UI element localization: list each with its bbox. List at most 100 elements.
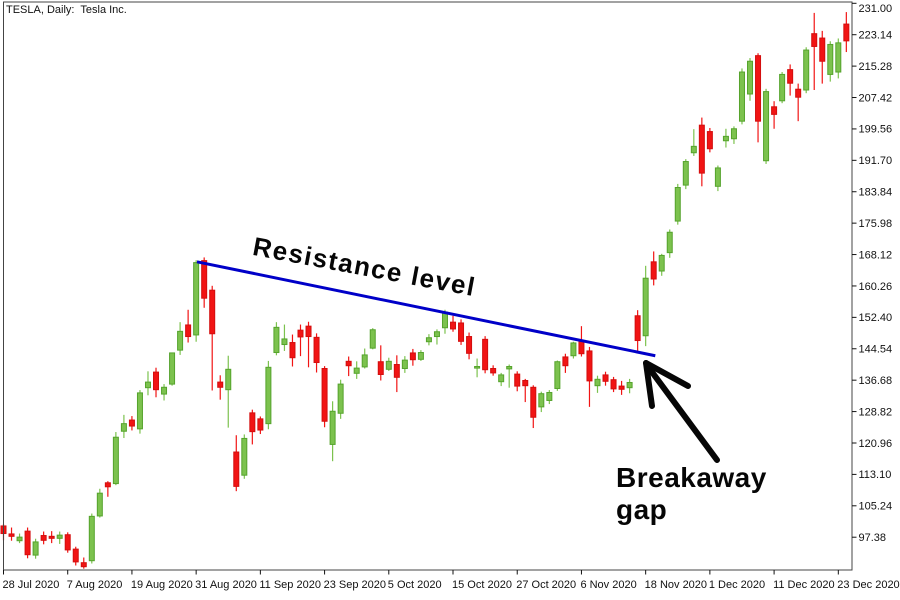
candle xyxy=(554,360,561,391)
candle-body xyxy=(393,364,400,378)
candle-body xyxy=(433,331,440,338)
candle xyxy=(514,371,521,392)
candle-body xyxy=(843,23,850,42)
candle xyxy=(803,47,810,94)
candle xyxy=(787,64,794,96)
candle-body xyxy=(626,381,633,389)
candle-body xyxy=(771,106,778,115)
candle-body xyxy=(835,42,842,73)
candle-body xyxy=(409,352,416,361)
candle-body xyxy=(329,410,336,445)
candle-body xyxy=(56,534,63,539)
candle-body xyxy=(128,419,135,427)
candle-body xyxy=(417,352,424,360)
candle xyxy=(498,372,505,387)
arrow-shaft xyxy=(646,365,720,463)
y-axis-label: 113.10 xyxy=(859,469,892,481)
candle xyxy=(88,513,95,564)
candle-body xyxy=(514,373,521,387)
breakaway-gap-line2: gap xyxy=(616,494,668,526)
candle-body xyxy=(217,381,224,388)
candle xyxy=(96,488,103,518)
candle-body xyxy=(257,418,264,431)
y-axis-label: 105.24 xyxy=(859,501,893,513)
candle xyxy=(313,333,320,373)
candle xyxy=(48,531,55,544)
candle xyxy=(490,365,497,376)
candle-body xyxy=(185,324,192,338)
candle xyxy=(369,328,376,350)
candle-body xyxy=(763,91,770,162)
candle-body xyxy=(458,322,465,342)
x-axis-label: 11 Dec 2020 xyxy=(773,579,835,591)
candle xyxy=(185,309,192,343)
candle xyxy=(779,72,786,104)
candle-body xyxy=(482,338,489,371)
candle-body xyxy=(610,379,617,390)
candle-body xyxy=(747,60,754,95)
y-axis-label: 128.82 xyxy=(859,406,893,418)
candle-body xyxy=(88,515,95,562)
candle-body xyxy=(249,412,256,433)
x-axis-label: 7 Aug 2020 xyxy=(67,579,123,591)
candle-body xyxy=(353,367,360,374)
candle-body xyxy=(273,326,280,354)
candle-body xyxy=(811,33,818,47)
y-axis: 231.00 223.14 215.28 207.42 199.56 191.70 183.… xyxy=(852,2,893,544)
candle-body xyxy=(714,167,721,187)
candle xyxy=(506,364,513,388)
candle-body xyxy=(233,451,240,487)
candle xyxy=(682,159,689,190)
candle xyxy=(72,546,79,566)
candle xyxy=(80,557,87,569)
candle-body xyxy=(112,436,119,485)
candle-body xyxy=(522,379,529,387)
candle xyxy=(747,58,754,101)
candle xyxy=(763,88,770,164)
candle xyxy=(281,324,288,351)
breakaway-gap-annotation[interactable]: Breakaway gap xyxy=(616,462,767,527)
candle-body xyxy=(690,145,697,154)
candle xyxy=(738,68,745,125)
candle xyxy=(32,538,39,559)
candle xyxy=(241,434,248,479)
candle xyxy=(771,101,778,129)
candle xyxy=(64,532,71,553)
candle xyxy=(666,229,673,258)
y-axis-label: 175.98 xyxy=(859,218,893,230)
candle-body xyxy=(795,88,802,98)
candle xyxy=(249,409,256,445)
candle xyxy=(755,53,762,143)
candle xyxy=(297,324,304,357)
candle-body xyxy=(297,329,304,338)
candle xyxy=(570,341,577,359)
resistance-trendline[interactable] xyxy=(196,260,656,358)
arrow-barb-right xyxy=(643,360,691,389)
candle-body xyxy=(169,352,176,385)
candle-body xyxy=(787,69,794,84)
y-axis-label: 160.26 xyxy=(859,281,893,293)
candle-body xyxy=(40,535,47,541)
candle-body xyxy=(538,393,545,408)
candle-body xyxy=(369,329,376,349)
candle-body xyxy=(241,437,248,476)
candles-layer xyxy=(0,12,850,569)
y-axis-label: 207.42 xyxy=(859,92,893,104)
candle-body xyxy=(24,530,31,556)
candle-body xyxy=(136,392,143,430)
candle-body xyxy=(674,187,681,222)
candle-body xyxy=(64,534,71,551)
candle-body xyxy=(530,386,537,418)
candle xyxy=(474,358,481,378)
breakaway-arrow[interactable] xyxy=(643,360,720,463)
candle xyxy=(169,352,176,386)
candle xyxy=(827,41,834,82)
candle xyxy=(153,367,160,398)
candle xyxy=(482,336,489,374)
candle xyxy=(112,432,119,486)
candle-body xyxy=(498,374,505,383)
candle-body xyxy=(803,49,810,91)
candle-body xyxy=(738,71,745,122)
